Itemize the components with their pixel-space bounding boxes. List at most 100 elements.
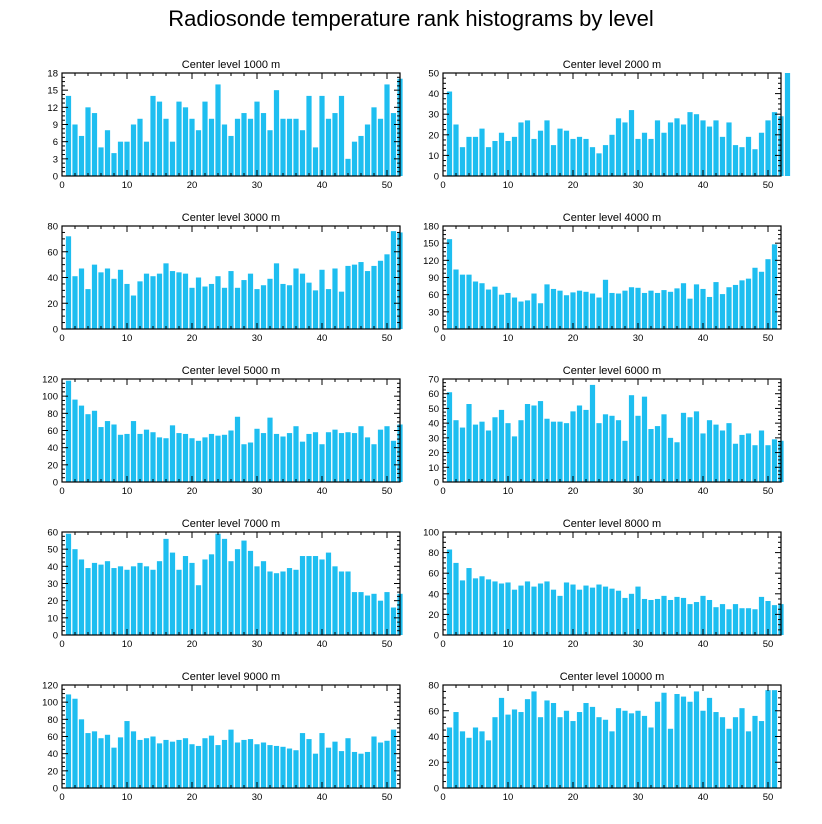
histogram-bar <box>202 559 208 635</box>
histogram-bar <box>169 552 176 635</box>
y-tick-label: 40 <box>47 749 58 760</box>
histogram-bar <box>156 437 163 482</box>
histogram-bar <box>215 84 221 176</box>
histogram-bar <box>446 239 453 329</box>
histogram-bar <box>234 118 241 176</box>
histogram-bar <box>338 751 345 788</box>
histogram-bar <box>156 743 163 788</box>
x-tick-label: 20 <box>568 333 579 344</box>
histogram-bar <box>351 264 358 330</box>
histogram-bar <box>215 533 221 635</box>
histogram-bar <box>706 599 713 635</box>
histogram-bar <box>641 132 648 176</box>
histogram-bar <box>91 731 98 788</box>
y-tick-label: 120 <box>42 681 58 692</box>
y-tick-label: 0 <box>434 325 439 336</box>
histogram-bar <box>498 132 505 176</box>
histogram-bar <box>453 562 459 635</box>
histogram-bar <box>518 122 524 176</box>
histogram-bar <box>384 592 390 635</box>
histogram-bar <box>143 273 150 329</box>
y-tick-label: 60 <box>428 290 439 301</box>
histogram-bar <box>85 568 91 635</box>
histogram-bar <box>150 569 156 635</box>
x-tick-label: 40 <box>317 180 328 191</box>
histogram-bar <box>91 113 98 176</box>
histogram-bar <box>459 427 466 482</box>
histogram-bar <box>85 107 91 176</box>
x-tick-label: 40 <box>317 486 328 497</box>
histogram-bar <box>176 739 182 788</box>
x-tick-label: 40 <box>698 333 709 344</box>
histogram-bar <box>713 424 719 482</box>
histogram-bar <box>371 444 377 482</box>
y-tick-label: 30 <box>428 307 439 318</box>
x-tick-label: 10 <box>503 639 514 650</box>
histogram-bar <box>492 140 498 176</box>
panel-title: Center level 8000 m <box>563 518 661 530</box>
histogram-bar <box>78 405 85 482</box>
histogram-bar <box>537 130 544 176</box>
histogram-bar <box>693 602 700 635</box>
histogram-bar <box>338 291 345 329</box>
histogram-bar <box>377 600 384 635</box>
histogram-bar <box>182 738 189 788</box>
histogram-bar <box>351 141 358 176</box>
histogram-bar <box>583 585 589 635</box>
histogram-bar <box>195 745 202 788</box>
histogram-bar <box>700 288 706 329</box>
histogram-bar <box>596 153 602 176</box>
histogram-bar <box>479 421 485 482</box>
histogram-bar <box>260 433 267 482</box>
histogram-bar <box>234 287 241 329</box>
histogram-bar <box>280 436 286 482</box>
histogram-bar <box>628 287 635 329</box>
y-tick-label: 20 <box>47 596 58 607</box>
x-tick-label: 40 <box>317 639 328 650</box>
histogram-bar <box>111 568 117 635</box>
histogram-bar <box>91 410 98 482</box>
histogram-bar <box>150 276 156 329</box>
histogram-bar <box>524 120 531 176</box>
histogram-bar <box>752 149 758 176</box>
histogram-bar <box>765 120 771 176</box>
histogram-bar <box>241 444 247 482</box>
histogram-bar <box>745 278 752 329</box>
x-tick-label: 10 <box>503 333 514 344</box>
histogram-bar <box>85 733 91 788</box>
histogram-bar <box>635 415 641 482</box>
histogram-bar <box>65 533 72 635</box>
histogram-bar <box>693 284 700 329</box>
histogram-bar <box>459 274 466 329</box>
histogram-bar <box>576 589 583 635</box>
histogram-bar <box>221 124 228 176</box>
histogram-bar <box>680 597 687 635</box>
histogram-bar <box>641 715 648 788</box>
histogram-bar <box>485 430 492 482</box>
histogram-bar <box>589 147 596 176</box>
y-tick-label: 30 <box>47 579 58 590</box>
panel-title: Center level 9000 m <box>182 671 280 683</box>
y-tick-label: 180 <box>423 222 439 233</box>
histogram-bar <box>390 607 397 635</box>
x-tick-label: 50 <box>382 486 393 497</box>
histogram-bar <box>195 277 202 329</box>
histogram-bar <box>719 136 726 176</box>
histogram-bar <box>726 287 732 329</box>
histogram-bar <box>306 95 312 176</box>
histogram-bar <box>345 265 351 329</box>
histogram-bar <box>247 118 254 176</box>
x-tick-label: 10 <box>122 180 133 191</box>
y-tick-label: 40 <box>428 589 439 600</box>
histogram-bar <box>739 708 745 788</box>
histogram-bar <box>345 738 351 788</box>
histogram-bar <box>550 703 557 788</box>
histogram-bar <box>479 576 485 635</box>
histogram-bar <box>124 569 130 635</box>
histogram-bar <box>228 561 234 635</box>
histogram-bar <box>654 598 661 635</box>
histogram-bar <box>234 742 241 788</box>
histogram-bar <box>345 432 351 482</box>
y-tick-label: 80 <box>47 409 58 420</box>
